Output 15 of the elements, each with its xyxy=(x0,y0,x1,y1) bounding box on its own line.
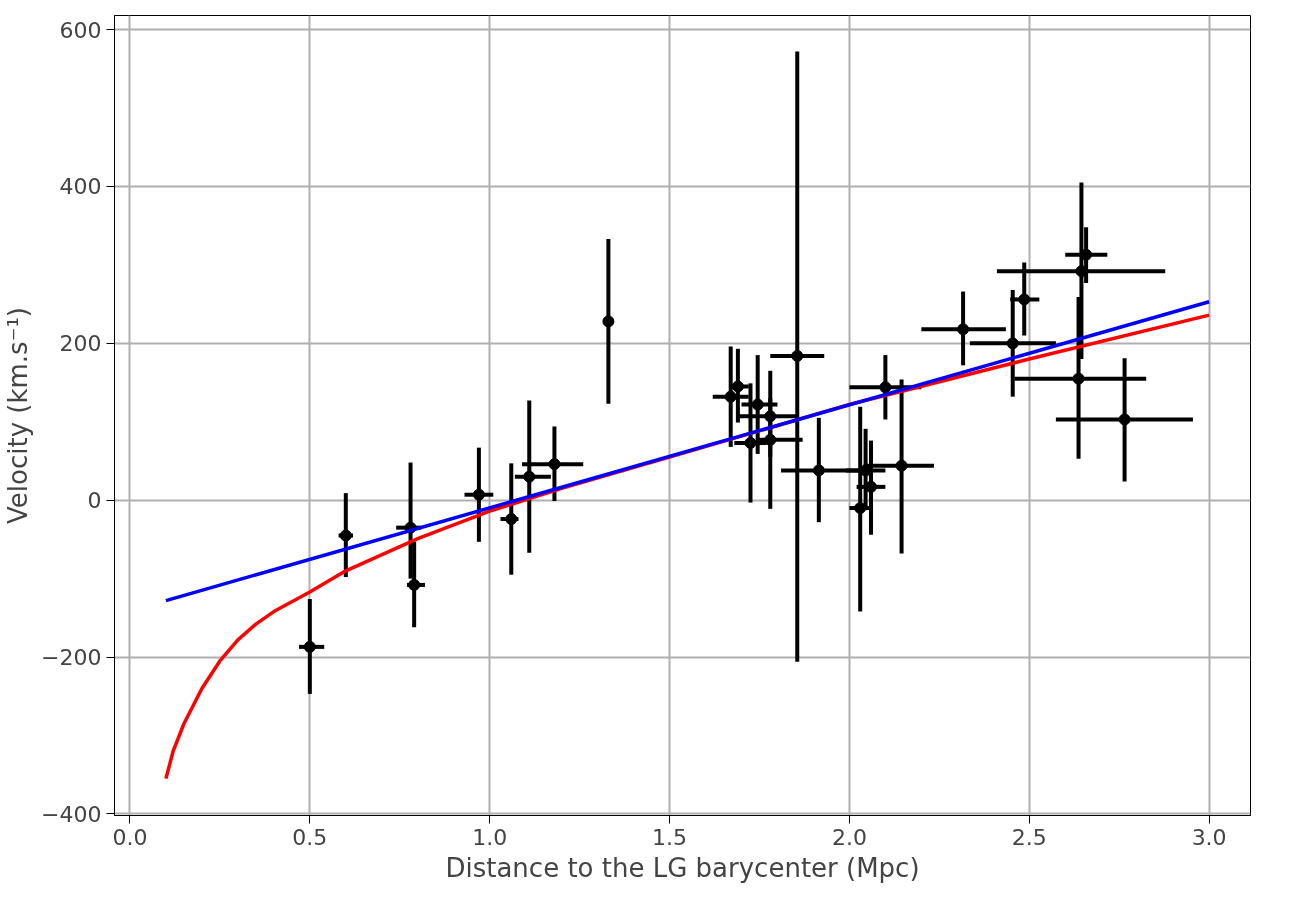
x-tick-label: 3.0 xyxy=(1191,824,1227,850)
y-tick-label: 400 xyxy=(59,174,102,200)
y-tick-label: −200 xyxy=(41,645,102,671)
x-tick-label: 1.5 xyxy=(652,824,688,850)
x-tick-label: 0.0 xyxy=(112,824,148,850)
y-axis-title: Velocity (km.s⁻¹) xyxy=(3,307,34,524)
y-tick-label: −400 xyxy=(41,801,102,827)
y-tick-label: 600 xyxy=(59,17,102,43)
y-tick-label: 200 xyxy=(59,331,102,357)
x-tick-label: 1.0 xyxy=(472,824,508,850)
x-tick-label: 0.5 xyxy=(292,824,328,850)
x-tick-label: 2.0 xyxy=(831,824,867,850)
x-tick-label: 2.5 xyxy=(1011,824,1047,850)
y-tick-label: 0 xyxy=(87,488,102,514)
x-axis-title: Distance to the LG barycenter (Mpc) xyxy=(445,852,920,883)
